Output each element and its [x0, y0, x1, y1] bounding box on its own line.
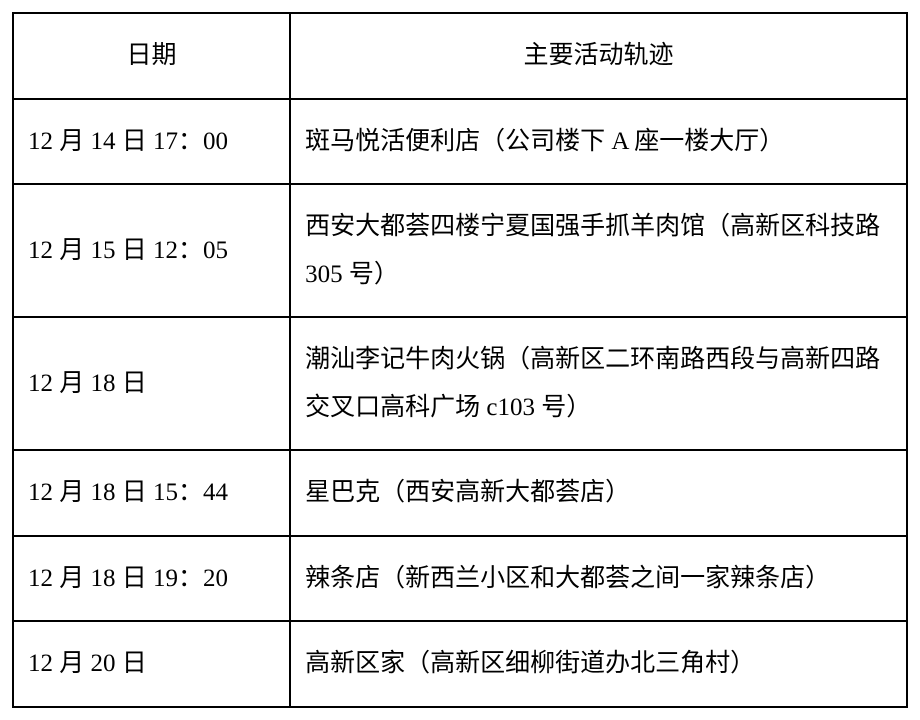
cell-date: 12 月 15 日 12：05 [13, 184, 290, 317]
cell-activity: 星巴克（西安高新大都荟店） [290, 450, 907, 536]
table-row: 12 月 14 日 17：00 斑马悦活便利店（公司楼下 A 座一楼大厅） [13, 99, 907, 185]
cell-date: 12 月 14 日 17：00 [13, 99, 290, 185]
cell-date: 12 月 20 日 [13, 621, 290, 707]
table-row: 12 月 18 日 15：44 星巴克（西安高新大都荟店） [13, 450, 907, 536]
table-row: 12 月 18 日 潮汕李记牛肉火锅（高新区二环南路西段与高新四路交叉口高科广场… [13, 317, 907, 450]
cell-activity: 辣条店（新西兰小区和大都荟之间一家辣条店） [290, 536, 907, 622]
cell-date: 12 月 18 日 [13, 317, 290, 450]
cell-activity: 西安大都荟四楼宁夏国强手抓羊肉馆（高新区科技路 305 号） [290, 184, 907, 317]
cell-date: 12 月 18 日 15：44 [13, 450, 290, 536]
cell-activity: 高新区家（高新区细柳街道办北三角村） [290, 621, 907, 707]
table-row: 12 月 20 日 高新区家（高新区细柳街道办北三角村） [13, 621, 907, 707]
table-row: 12 月 18 日 19：20 辣条店（新西兰小区和大都荟之间一家辣条店） [13, 536, 907, 622]
table-header-row: 日期 主要活动轨迹 [13, 13, 907, 99]
cell-activity: 潮汕李记牛肉火锅（高新区二环南路西段与高新四路交叉口高科广场 c103 号） [290, 317, 907, 450]
cell-activity: 斑马悦活便利店（公司楼下 A 座一楼大厅） [290, 99, 907, 185]
header-activity: 主要活动轨迹 [290, 13, 907, 99]
cell-date: 12 月 18 日 19：20 [13, 536, 290, 622]
activity-trajectory-table: 日期 主要活动轨迹 12 月 14 日 17：00 斑马悦活便利店（公司楼下 A… [12, 12, 908, 708]
header-date: 日期 [13, 13, 290, 99]
table-row: 12 月 15 日 12：05 西安大都荟四楼宁夏国强手抓羊肉馆（高新区科技路 … [13, 184, 907, 317]
